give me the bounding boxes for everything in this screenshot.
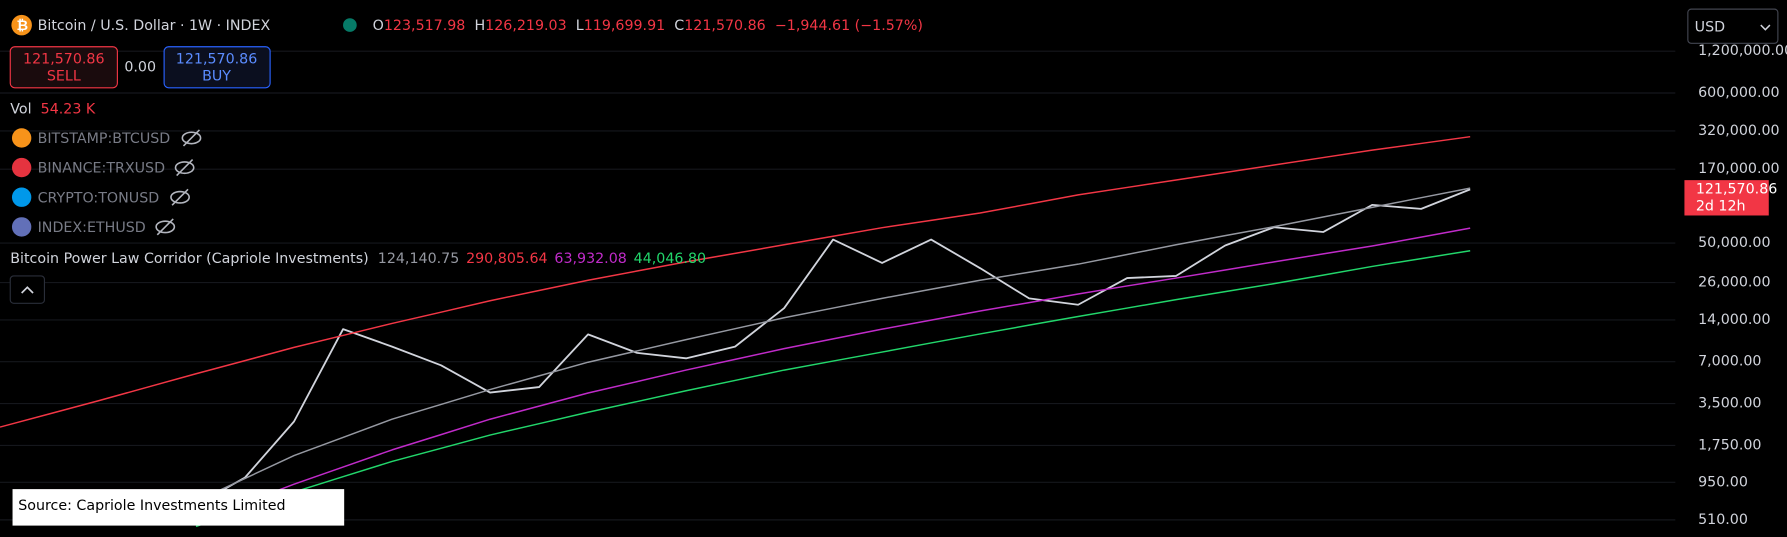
- y-tick-label: 3,500.00: [1698, 396, 1761, 412]
- indicator-name[interactable]: Bitcoin Power Law Corridor (Capriole Inv…: [10, 251, 368, 267]
- btc-glyph: ₿: [17, 18, 29, 34]
- volume-value: 54.23 K: [41, 101, 96, 117]
- ohlc-line: O123,517.98 H126,219.03 L119,699.91 C121…: [373, 18, 923, 34]
- indicator-legend: Bitcoin Power Law Corridor (Capriole Inv…: [10, 251, 706, 267]
- y-tick-label: 1,200,000.00: [1698, 43, 1787, 59]
- ohlc-label: H: [474, 18, 485, 34]
- y-tick-label: 50,000.00: [1698, 235, 1770, 251]
- ohlc-label: C: [674, 18, 684, 34]
- corridor-line: [195, 227, 1471, 523]
- y-tick-label: 26,000.00: [1698, 275, 1770, 291]
- y-tick-label: 170,000.00: [1698, 161, 1779, 177]
- ohlc-label: L: [576, 18, 584, 34]
- change: −1,944.61 (−1.57%): [775, 18, 923, 34]
- ohlc-value: 119,699.91: [584, 18, 665, 34]
- btc-icon: [11, 14, 32, 36]
- corridor-line: [195, 187, 1471, 502]
- ohlc-value: 121,570.86: [684, 18, 765, 34]
- y-tick-label: 1,750.00: [1698, 437, 1761, 453]
- indicator-value: 44,046.80: [634, 251, 706, 267]
- price-label-box: [1684, 180, 1769, 216]
- price-line: [195, 188, 1471, 506]
- symbol-icon: [11, 217, 32, 237]
- ohlc-value: 126,219.03: [485, 18, 566, 34]
- sell-label: SELL: [47, 68, 81, 84]
- corridor-line: [0, 135, 1471, 428]
- buy-button[interactable]: [163, 46, 271, 89]
- hide-toggle[interactable]: [174, 159, 195, 177]
- symbol-name[interactable]: BITSTAMP:BTCUSD: [38, 131, 171, 147]
- volume-label: Vol: [10, 101, 31, 117]
- hide-toggle[interactable]: [155, 218, 176, 236]
- source-box: [12, 489, 345, 526]
- ohlc-value: 123,517.98: [384, 18, 465, 34]
- volume: Vol 54.23 K: [10, 101, 96, 117]
- visibility-icons: [155, 129, 202, 236]
- currency-label: USD: [1695, 19, 1725, 35]
- collapse-button[interactable]: [9, 275, 46, 304]
- symbol-icon: [11, 128, 32, 148]
- y-tick-label: 14,000.00: [1698, 312, 1770, 328]
- y-tick-label: 600,000.00: [1698, 85, 1779, 101]
- dropdown-arrow: [1760, 24, 1771, 31]
- y-tick-label: 320,000.00: [1698, 123, 1779, 139]
- corridor-line: [195, 249, 1471, 528]
- sell-button[interactable]: [9, 46, 118, 89]
- price-label: 121,570.86: [1696, 181, 1777, 197]
- market-status[interactable]: [343, 18, 357, 32]
- plot: [0, 135, 1471, 528]
- hide-toggle[interactable]: [170, 188, 190, 206]
- countdown: 2d 12h: [1696, 198, 1746, 214]
- symbol-title[interactable]: Bitcoin / U.S. Dollar · 1W · INDEX: [38, 18, 271, 34]
- indicator-value: 290,805.64: [466, 251, 547, 267]
- sell-price: 121,570.86: [23, 51, 104, 67]
- spread: 0.00: [124, 59, 156, 75]
- buy-price: 121,570.86: [176, 51, 257, 67]
- symbol-name[interactable]: CRYPTO:TONUSD: [38, 190, 160, 206]
- source-text: Source: Capriole Investments Limited: [18, 498, 285, 514]
- currency-dropdown[interactable]: [1687, 8, 1779, 44]
- y-tick-label: 7,000.00: [1698, 354, 1761, 370]
- symbol-icon: [11, 187, 32, 207]
- y-tick-label: 510.00: [1698, 512, 1748, 528]
- indicator-value: 124,140.75: [378, 251, 459, 267]
- y-tick-label: 950.00: [1698, 474, 1748, 490]
- hide-toggle[interactable]: [181, 129, 202, 147]
- buy-label: BUY: [202, 68, 231, 84]
- symbol-icon: [11, 157, 32, 178]
- grid: [0, 50, 1676, 521]
- symbol-name[interactable]: BINANCE:TRXUSD: [38, 161, 165, 177]
- symbol-name[interactable]: INDEX:ETHUSD: [38, 220, 146, 236]
- ohlc-label: O: [373, 18, 384, 34]
- chevron-icon: [21, 286, 34, 294]
- indicator-value: 63,932.08: [554, 251, 626, 267]
